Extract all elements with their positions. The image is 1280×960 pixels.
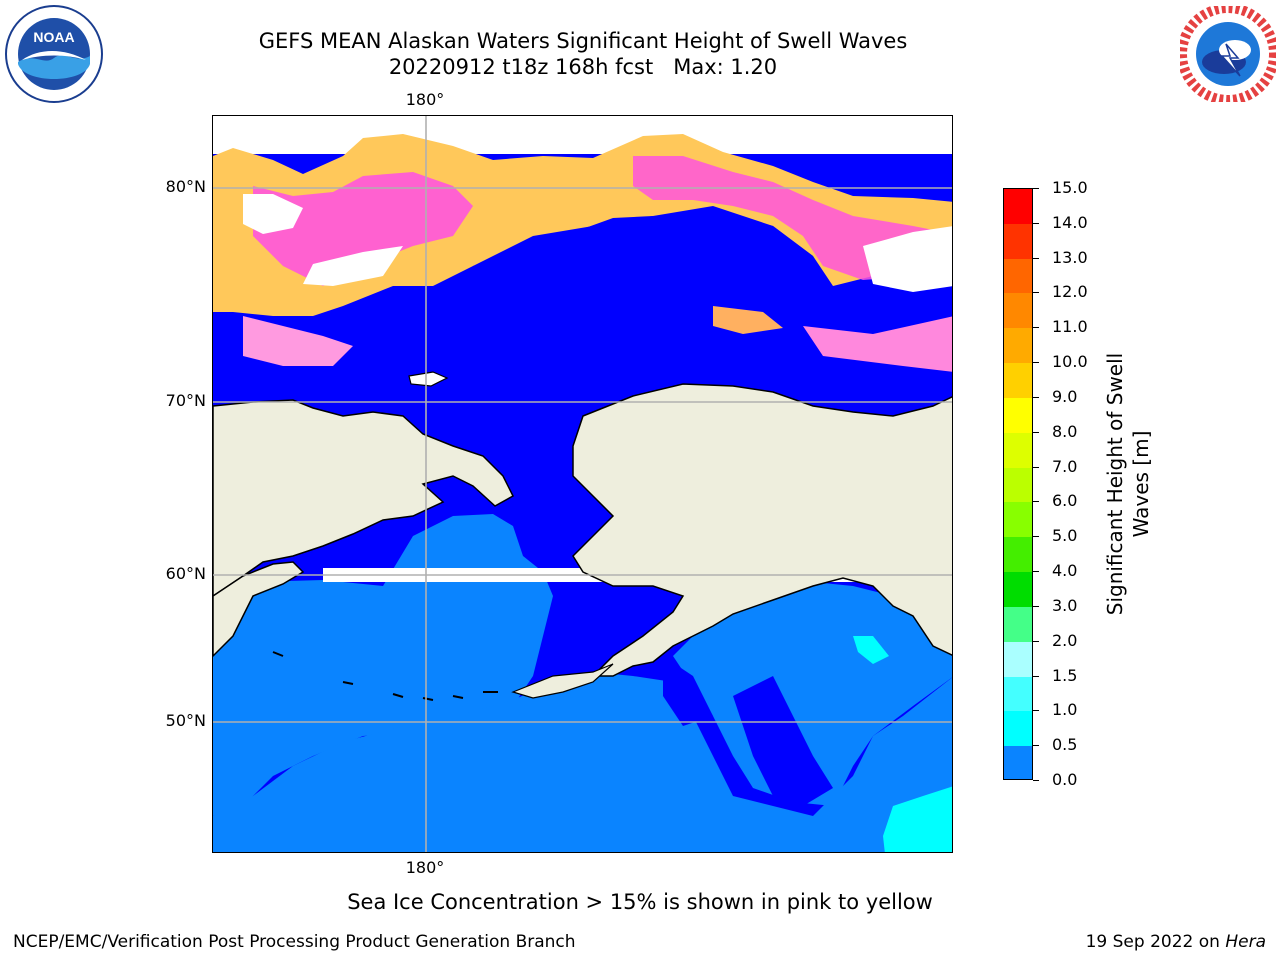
lat-label-60n: 60°N xyxy=(165,564,206,583)
colorbar-tick-label: 0.0 xyxy=(1052,770,1078,789)
colorbar-tick-label: 5.0 xyxy=(1052,526,1078,546)
no-data-west2 xyxy=(303,246,403,286)
swell-region-mid-gulf xyxy=(673,582,952,806)
colorbar-tick xyxy=(1033,605,1039,607)
footer-credit: NCEP/EMC/Verification Post Processing Pr… xyxy=(13,932,576,952)
land-alaska-peninsula xyxy=(511,663,614,699)
colorbar-tick xyxy=(1033,327,1039,329)
lon-label-top: 180° xyxy=(405,90,445,109)
colorbar-tick-label: 1.0 xyxy=(1052,700,1078,720)
wrangel-island xyxy=(408,371,449,387)
colorbar-tick xyxy=(1033,257,1039,259)
lat-label-50n: 50°N xyxy=(165,711,206,730)
noaa-logo-text: NOAA xyxy=(33,29,74,45)
colorbar-tick-label: 6.0 xyxy=(1052,491,1078,511)
ice-patch-1 xyxy=(243,316,353,366)
colorbar-tick xyxy=(1033,780,1039,781)
colorbar-segment xyxy=(1004,572,1032,608)
colorbar-tick xyxy=(1033,536,1039,538)
footer-machine: Hera xyxy=(1225,932,1266,952)
map-subtitle: 20220912 t18z 168h fcst Max: 1.20 xyxy=(388,55,778,79)
no-data-east xyxy=(863,226,952,292)
colorbar-segment xyxy=(1004,432,1032,469)
colorbar-segment xyxy=(1004,537,1032,574)
map-title: GEFS MEAN Alaskan Waters Significant Hei… xyxy=(258,29,908,53)
no-data-west xyxy=(243,194,303,234)
colorbar-tick-label: 12.0 xyxy=(1052,282,1088,302)
colorbar-tick-label: 2.0 xyxy=(1052,630,1078,650)
graticule xyxy=(213,116,952,852)
colorbar-tick xyxy=(1033,188,1039,189)
colorbar-segment xyxy=(1004,397,1032,434)
sea-ice-note: Sea Ice Concentration > 15% is shown in … xyxy=(347,890,933,914)
colorbar-tick xyxy=(1033,710,1039,712)
colorbar-segment xyxy=(1004,711,1032,748)
noaa-logo: NOAA xyxy=(4,4,103,103)
swell-high-patch-gulf xyxy=(853,636,889,664)
lon-label-bottom: 180° xyxy=(405,858,445,877)
colorbar-tick-label: 7.0 xyxy=(1052,456,1078,476)
map-panel xyxy=(212,115,953,853)
ice-patch-2 xyxy=(713,306,783,334)
colorbar-segment xyxy=(1004,328,1032,365)
colorbar-tick-label: 1.5 xyxy=(1052,665,1078,685)
colorbar-segment xyxy=(1004,467,1032,504)
land-chukotka xyxy=(213,399,514,597)
colorbar-tick-label: 3.0 xyxy=(1052,595,1078,615)
colorbar-segment xyxy=(1004,502,1032,539)
colorbar-tick-label: 13.0 xyxy=(1052,247,1088,267)
land-kamchatka-north xyxy=(213,561,305,658)
colorbar-tick xyxy=(1033,431,1039,433)
colorbar-title: Significant Height of Swell Waves [m] xyxy=(1103,352,1153,616)
colorbar-segment xyxy=(1004,676,1032,713)
colorbar-segment xyxy=(1004,641,1032,678)
colorbar-tick xyxy=(1033,640,1039,642)
colorbar-tick xyxy=(1033,222,1039,224)
colorbar-tick xyxy=(1033,675,1039,677)
colorbar-tick xyxy=(1033,362,1039,364)
swell-region-mid-west xyxy=(213,514,553,816)
nws-logo xyxy=(1177,3,1279,105)
colorbar-segment xyxy=(1004,258,1032,295)
colorbar-tick-label: 8.0 xyxy=(1052,421,1078,441)
colorbar-tick xyxy=(1033,292,1039,294)
colorbar-tick xyxy=(1033,571,1039,573)
colorbar-segment xyxy=(1004,223,1032,260)
colorbar-tick xyxy=(1033,396,1039,398)
swell-high-patch-se xyxy=(883,786,952,852)
colorbar-segment xyxy=(1004,606,1032,643)
colorbar-tick xyxy=(1033,745,1039,747)
colorbar-tick-label: 0.5 xyxy=(1052,735,1078,755)
colorbar-tick xyxy=(1033,466,1039,468)
colorbar-segment xyxy=(1004,363,1032,399)
colorbar-segment xyxy=(1004,293,1032,330)
sea-ice-pink-west xyxy=(253,172,473,286)
colorbar-tick-label: 11.0 xyxy=(1052,317,1088,337)
colorbar-segment xyxy=(1004,746,1032,779)
lat-label-70n: 70°N xyxy=(165,391,206,410)
swell-region-mid-south xyxy=(213,672,952,852)
colorbar-tick-label: 14.0 xyxy=(1052,212,1088,232)
colorbar-tick-label: 15.0 xyxy=(1052,178,1088,197)
no-data-top xyxy=(213,116,952,154)
land-alaska xyxy=(572,383,952,677)
open-water-arctic xyxy=(453,206,833,326)
colorbar-tick-label: 10.0 xyxy=(1052,352,1088,372)
aleutian-islands xyxy=(272,651,498,701)
swell-blob-1 xyxy=(733,676,833,806)
colorbar-tick-label: 9.0 xyxy=(1052,386,1078,406)
ice-patch-3 xyxy=(803,316,952,372)
colorbar-tick xyxy=(1033,501,1039,503)
footer-date-text: 19 Sep 2022 on xyxy=(1085,932,1226,952)
colorbar xyxy=(1003,188,1033,780)
swell-blob-2 xyxy=(663,656,713,726)
colorbar-segment xyxy=(1004,189,1032,225)
colorbar-tick-label: 4.0 xyxy=(1052,561,1078,581)
footer-date: 19 Sep 2022 on Hera xyxy=(1086,932,1266,952)
lat-label-80n: 80°N xyxy=(165,177,206,196)
